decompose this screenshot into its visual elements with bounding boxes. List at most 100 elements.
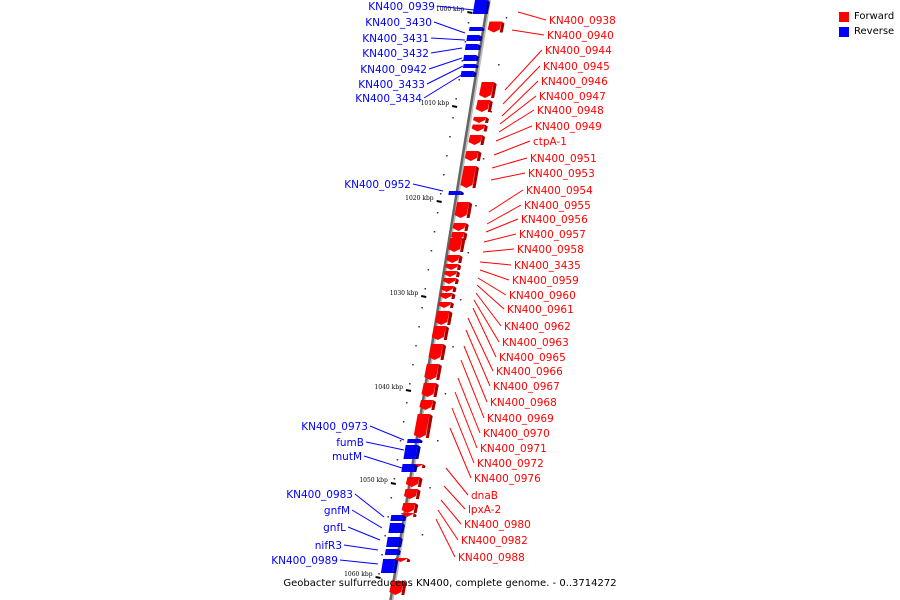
forward-gene-label[interactable]: KN400_0961: [507, 304, 574, 316]
reverse-gene[interactable]: [401, 464, 418, 472]
forward-gene[interactable]: [471, 124, 488, 132]
forward-gene[interactable]: [443, 271, 460, 277]
forward-gene[interactable]: [446, 255, 463, 263]
forward-gene-label[interactable]: KN400_0967: [493, 381, 560, 393]
reverse-gene[interactable]: [384, 549, 401, 555]
reverse-gene-label[interactable]: KN400_0973: [301, 421, 368, 433]
forward-gene[interactable]: [445, 264, 462, 270]
forward-gene-label[interactable]: KN400_0955: [524, 200, 591, 212]
forward-gene[interactable]: [405, 477, 423, 487]
forward-gene[interactable]: [403, 489, 421, 499]
forward-gene[interactable]: [431, 326, 450, 340]
reverse-gene-label[interactable]: gnfM: [324, 505, 350, 517]
reverse-gene[interactable]: [472, 0, 490, 14]
forward-gene-label[interactable]: KN400_0951: [530, 153, 597, 165]
reverse-gene-label[interactable]: nifR3: [315, 540, 342, 552]
forward-gene-label[interactable]: KN400_0966: [496, 366, 563, 378]
reverse-gene-label[interactable]: KN400_3433: [358, 79, 425, 91]
reverse-gene-label[interactable]: KN400_3434: [355, 93, 422, 105]
reverse-gene[interactable]: [390, 515, 407, 521]
reverse-gene-label[interactable]: mutM: [332, 451, 362, 463]
reverse-gene-label[interactable]: KN400_0942: [360, 64, 427, 76]
forward-gene[interactable]: [460, 166, 480, 188]
forward-gene-label[interactable]: KN400_0956: [521, 214, 588, 226]
forward-gene-label[interactable]: KN400_0963: [502, 337, 569, 349]
forward-gene-label[interactable]: KN400_0947: [539, 91, 606, 103]
reverse-gene[interactable]: [386, 537, 403, 547]
reverse-gene-label[interactable]: KN400_3431: [362, 33, 429, 45]
reverse-gene[interactable]: [448, 191, 464, 195]
forward-gene-label[interactable]: dnaB: [471, 490, 498, 502]
forward-gene-label[interactable]: KN400_0959: [512, 275, 579, 287]
forward-gene[interactable]: [437, 302, 454, 308]
forward-gene[interactable]: [464, 151, 482, 161]
reverse-gene-label[interactable]: KN400_0939: [368, 1, 435, 13]
forward-gene[interactable]: [448, 238, 466, 252]
forward-gene-label[interactable]: KN400_0944: [545, 45, 612, 57]
forward-gene-label[interactable]: KN400_0988: [458, 552, 525, 564]
forward-gene-label[interactable]: KN400_0938: [549, 15, 616, 27]
legend-forward[interactable]: Forward: [839, 9, 894, 24]
forward-gene-label[interactable]: KN400_0976: [474, 473, 541, 485]
reverse-gene[interactable]: [468, 27, 485, 31]
forward-gene-label[interactable]: KN400_0946: [541, 76, 608, 88]
forward-gene-label[interactable]: KN400_0957: [519, 229, 586, 241]
reverse-gene[interactable]: [466, 35, 483, 41]
reverse-gene-label[interactable]: KN400_3430: [365, 17, 432, 29]
forward-gene[interactable]: [394, 558, 411, 562]
forward-gene-label[interactable]: ctpA-1: [533, 136, 567, 148]
reverse-gene[interactable]: [407, 439, 423, 443]
forward-gene[interactable]: [479, 82, 497, 98]
reverse-gene[interactable]: [403, 445, 421, 459]
forward-gene-label[interactable]: KN400_0948: [537, 105, 604, 117]
legend-reverse[interactable]: Reverse: [839, 24, 894, 39]
forward-gene[interactable]: [442, 278, 459, 284]
reverse-gene-label[interactable]: fumB: [336, 437, 364, 449]
forward-gene[interactable]: [473, 117, 489, 123]
forward-gene[interactable]: [428, 344, 447, 360]
reverse-gene[interactable]: [463, 55, 480, 61]
forward-gene-label[interactable]: KN400_0949: [535, 121, 602, 133]
forward-gene-label[interactable]: lpxA-2: [468, 504, 501, 516]
forward-gene-label[interactable]: KN400_0953: [528, 168, 595, 180]
forward-gene[interactable]: [454, 202, 473, 218]
forward-gene[interactable]: [475, 100, 493, 112]
forward-gene[interactable]: [439, 293, 456, 299]
reverse-gene[interactable]: [464, 44, 481, 50]
forward-gene-label[interactable]: KN400_0968: [490, 397, 557, 409]
forward-gene[interactable]: [421, 383, 439, 397]
forward-gene-label[interactable]: KN400_0962: [504, 321, 571, 333]
forward-gene-label[interactable]: KN400_0971: [480, 443, 547, 455]
forward-gene-label[interactable]: KN400_0958: [517, 244, 584, 256]
forward-gene-label[interactable]: KN400_0970: [483, 428, 550, 440]
forward-gene-label[interactable]: KN400_0965: [499, 352, 566, 364]
forward-gene[interactable]: [400, 513, 417, 517]
forward-gene-label[interactable]: KN400_0982: [461, 535, 528, 547]
forward-gene-label[interactable]: KN400_0945: [543, 61, 610, 73]
forward-gene[interactable]: [424, 364, 442, 380]
forward-gene-label[interactable]: KN400_0960: [509, 290, 576, 302]
forward-gene-label[interactable]: KN400_0940: [547, 30, 614, 42]
forward-gene-label[interactable]: KN400_0980: [464, 519, 531, 531]
forward-gene-label[interactable]: KN400_0954: [526, 185, 593, 197]
reverse-gene[interactable]: [462, 64, 479, 68]
forward-gene[interactable]: [413, 414, 433, 438]
forward-gene[interactable]: [452, 223, 469, 231]
forward-gene[interactable]: [419, 400, 436, 410]
forward-gene-label[interactable]: KN400_0969: [487, 413, 554, 425]
reverse-gene[interactable]: [380, 559, 399, 573]
forward-gene[interactable]: [440, 286, 457, 292]
reverse-gene-label[interactable]: KN400_3432: [362, 48, 429, 60]
forward-gene[interactable]: [435, 311, 453, 325]
forward-gene[interactable]: [468, 135, 486, 145]
forward-gene-label[interactable]: KN400_3435: [514, 260, 581, 272]
reverse-gene[interactable]: [388, 523, 406, 533]
reverse-gene-label[interactable]: KN400_0983: [286, 489, 353, 501]
forward-gene-label[interactable]: KN400_0972: [477, 458, 544, 470]
reverse-gene[interactable]: [460, 71, 477, 77]
forward-gene[interactable]: [401, 503, 419, 513]
reverse-gene-label[interactable]: KN400_0952: [344, 179, 411, 191]
forward-gene[interactable]: [487, 21, 505, 33]
forward-gene[interactable]: [389, 581, 407, 595]
reverse-gene-label[interactable]: KN400_0989: [271, 555, 338, 567]
